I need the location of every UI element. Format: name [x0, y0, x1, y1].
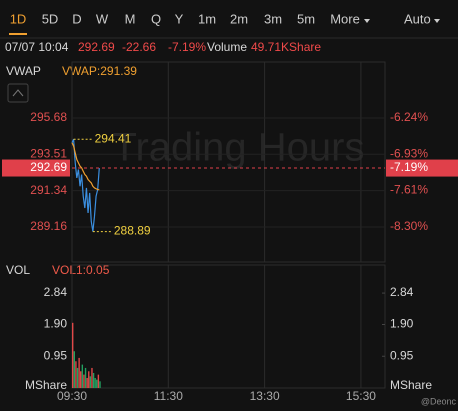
volume-bar	[75, 361, 77, 388]
volume-bar	[92, 372, 95, 388]
chevron-icon	[12, 89, 24, 97]
volume-bar	[99, 381, 101, 388]
volume-bar	[96, 379, 98, 388]
volume-bar	[76, 367, 79, 388]
current-price-box	[2, 159, 70, 177]
volume-bar	[80, 371, 82, 388]
quote-volume: 49.71KShare	[251, 40, 321, 54]
x-tick-label: 15:30	[346, 389, 376, 403]
tab[interactable]: 5m	[297, 11, 315, 26]
quote-change: -22.66	[122, 40, 156, 54]
unit-label: MShare	[25, 378, 67, 392]
y-tick-label: 0.95	[44, 348, 68, 362]
quote-price: 292.69	[78, 40, 115, 54]
volume-bar	[78, 357, 80, 388]
y2-tick-label: 0.95	[390, 348, 414, 362]
tab[interactable]: D	[72, 11, 81, 26]
y2-tick-label: 1.90	[390, 317, 414, 331]
volume-bar	[88, 371, 90, 388]
tab[interactable]: Q	[151, 11, 161, 26]
y2-tick-label: -6.93%	[390, 147, 428, 161]
volume-title: VOL	[6, 263, 30, 277]
dropdown-icon	[364, 19, 370, 23]
y-tick-label: 293.51	[30, 146, 67, 160]
volume-bar	[81, 364, 84, 388]
y-tick-label: 295.68	[30, 110, 67, 124]
dropdown-icon	[434, 19, 440, 23]
volume-legend: VOL1:0.05	[52, 263, 110, 277]
series-line	[71, 139, 100, 232]
y-tick-label: 2.84	[44, 285, 68, 299]
y-tick-label: 289.16	[30, 219, 67, 233]
y2-tick-label: 2.84	[390, 285, 414, 299]
x-tick-label: 13:30	[250, 389, 280, 403]
indicator-title: VWAP	[6, 64, 41, 78]
tab-underline	[9, 33, 27, 35]
current-pct-label: -7.19%	[390, 160, 428, 174]
volume-bar	[91, 367, 93, 388]
y-tick-label: 291.34	[30, 183, 67, 197]
y2-tick-label: -8.30%	[390, 219, 428, 233]
current-pct-box	[386, 159, 458, 177]
tab[interactable]: More	[330, 11, 360, 26]
auto-button[interactable]: Auto	[404, 11, 431, 26]
y2-tick-label: -6.24%	[390, 110, 428, 124]
current-price-label: 292.69	[30, 160, 67, 174]
volume-bar	[94, 377, 96, 388]
volume-bar	[73, 351, 76, 388]
volume-bar	[86, 377, 88, 388]
credit: @Deonc	[421, 396, 457, 406]
vwap-legend: VWAP:291.39	[62, 64, 137, 78]
tab[interactable]: 5D	[42, 11, 59, 26]
quote-change-pct: -7.19%	[168, 40, 206, 54]
tab[interactable]: 3m	[264, 11, 282, 26]
collapse-button[interactable]	[7, 83, 29, 103]
x-tick-label: 09:30	[57, 389, 87, 403]
series-line	[71, 142, 100, 191]
watermark: Trading Hours	[113, 126, 365, 170]
y2-tick-label: -7.61%	[390, 182, 428, 196]
tab[interactable]: 1D	[10, 11, 27, 26]
unit-label: MShare	[390, 378, 432, 392]
volume-bar	[97, 374, 100, 388]
low-annotation: 288.89	[114, 224, 151, 238]
volume-bar	[72, 322, 74, 388]
volume-bar	[84, 367, 87, 388]
volume-bar	[83, 374, 85, 388]
tab[interactable]: 2m	[230, 11, 248, 26]
tab[interactable]: Y	[175, 11, 184, 26]
tab[interactable]: M	[125, 11, 136, 26]
volume-label: Volume	[207, 40, 247, 54]
high-annotation: 294.41	[95, 131, 132, 145]
y-tick-label: 1.90	[44, 317, 68, 331]
tab[interactable]: 1m	[198, 11, 216, 26]
tab[interactable]: W	[96, 11, 109, 26]
x-tick-label: 11:30	[154, 389, 183, 403]
volume-bar	[89, 376, 92, 388]
quote-time: 07/07 10:04	[5, 40, 69, 54]
